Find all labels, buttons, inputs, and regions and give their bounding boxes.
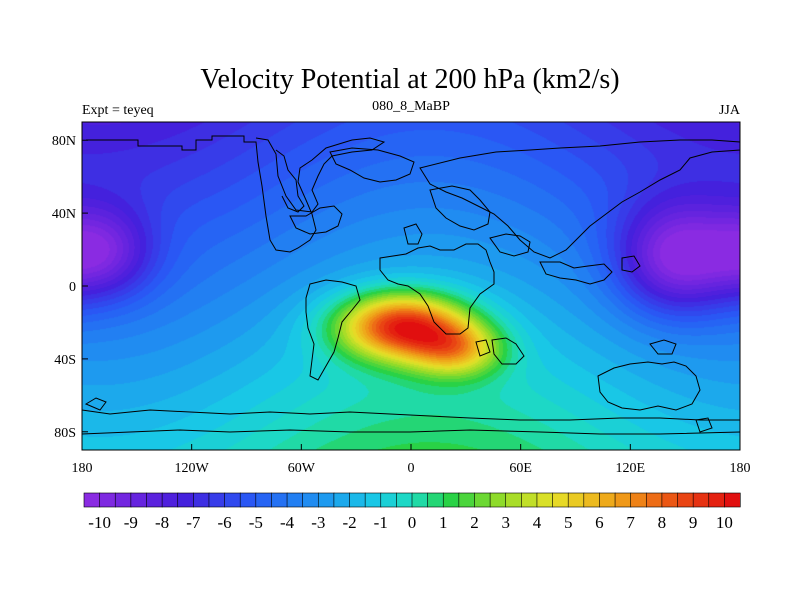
x-tick-label-0: 180 — [72, 461, 93, 476]
colorbar-swatch-2 — [114, 492, 132, 508]
colorbar-swatch-37 — [661, 492, 679, 508]
x-tick-label-2: 60W — [288, 461, 316, 476]
colorbar-swatch-32 — [583, 492, 601, 508]
colorbar: -10 -9 -8 -7 -6 -5 -4 -3 -2 -1 0 1 2 3 4 5 6 7 8 9 10 — [83, 492, 741, 532]
colorbar-swatch-11 — [255, 492, 273, 508]
colorbar-swatch-29 — [536, 492, 554, 508]
colorbar-label-2: -8 — [155, 513, 169, 532]
plot-area: 180 120W 60W 0 60E 120E 180 80N 40N 0 40S 80S — [52, 121, 751, 476]
colorbar-swatch-13 — [286, 492, 304, 508]
x-axis: 180 120W 60W 0 60E 120E 180 — [72, 444, 751, 476]
colorbar-swatch-38 — [677, 492, 694, 508]
colorbar-label-7: -3 — [311, 513, 325, 532]
colorbar-swatch-35 — [630, 492, 647, 508]
y-tick-label-4: 80S — [54, 426, 76, 441]
x-tick-label-6: 180 — [730, 461, 751, 476]
x-tick-label-1: 120W — [175, 461, 210, 476]
colorbar-swatch-36 — [645, 492, 663, 508]
colorbar-swatch-3 — [130, 492, 148, 508]
colorbar-swatch-5 — [161, 492, 179, 508]
colorbar-label-3: -7 — [186, 513, 201, 532]
colorbar-swatch-40 — [708, 492, 725, 508]
y-tick-label-3: 40S — [54, 353, 76, 368]
colorbar-swatch-28 — [521, 492, 538, 508]
colorbar-swatch-30 — [552, 492, 569, 508]
colorbar-swatch-12 — [271, 492, 288, 508]
x-tick-label-4: 60E — [509, 461, 532, 476]
subtitle-center: 080_8_MaBP — [372, 99, 450, 114]
colorbar-swatch-15 — [317, 492, 335, 508]
colorbar-swatch-14 — [302, 492, 319, 508]
colorbar-label-11: 1 — [439, 513, 448, 532]
y-tick-label-1: 40N — [52, 207, 76, 222]
colorbar-label-18: 8 — [658, 513, 667, 532]
colorbar-swatch-18 — [364, 492, 382, 508]
contour-field — [82, 122, 740, 450]
colorbar-swatch-19 — [380, 492, 397, 508]
colorbar-swatch-8 — [208, 492, 226, 508]
colorbar-swatch-41 — [724, 492, 741, 508]
y-axis: 80N 40N 0 40S 80S — [52, 134, 88, 441]
colorbar-label-8: -2 — [342, 513, 356, 532]
colorbar-swatch-7 — [193, 492, 210, 508]
colorbar-label-15: 5 — [564, 513, 573, 532]
colorbar-label-4: -6 — [217, 513, 231, 532]
colorbar-label-16: 6 — [595, 513, 604, 532]
colorbar-swatch-39 — [692, 492, 710, 508]
colorbar-swatch-1 — [99, 492, 116, 508]
colorbar-swatch-9 — [224, 492, 241, 508]
colorbar-label-13: 3 — [501, 513, 510, 532]
colorbar-label-20: 10 — [716, 513, 733, 532]
colorbar-swatch-22 — [427, 492, 444, 508]
colorbar-label-17: 7 — [626, 513, 635, 532]
chart-title: Velocity Potential at 200 hPa (km2/s) — [200, 64, 619, 95]
colorbar-swatch-33 — [599, 492, 616, 508]
colorbar-label-10: 0 — [408, 513, 417, 532]
colorbar-swatch-4 — [146, 492, 163, 508]
x-tick-label-3: 0 — [408, 461, 415, 476]
colorbar-label-19: 9 — [689, 513, 698, 532]
subtitle-left: Expt = teyeq — [82, 103, 154, 118]
x-tick-label-5: 120E — [616, 461, 646, 476]
colorbar-swatch-34 — [614, 492, 632, 508]
subtitle-right: JJA — [719, 103, 741, 118]
colorbar-swatch-21 — [411, 492, 429, 508]
colorbar-label-1: -9 — [124, 513, 138, 532]
colorbar-label-0: -10 — [88, 513, 111, 532]
colorbar-swatch-16 — [333, 492, 351, 508]
y-tick-label-0: 80N — [52, 134, 76, 149]
colorbar-swatch-27 — [505, 492, 522, 508]
colorbar-swatch-31 — [567, 492, 585, 508]
colorbar-label-14: 4 — [533, 513, 542, 532]
y-tick-label-2: 0 — [69, 280, 76, 295]
coastlines — [81, 135, 741, 435]
colorbar-swatch-25 — [474, 492, 491, 508]
colorbar-label-6: -4 — [280, 513, 295, 532]
colorbar-swatch-23 — [442, 492, 460, 508]
colorbar-swatch-26 — [489, 492, 507, 508]
colorbar-swatch-6 — [177, 492, 194, 508]
colorbar-swatch-17 — [349, 492, 366, 508]
colorbar-swatch-10 — [239, 492, 257, 508]
colorbar-swatch-24 — [458, 492, 476, 508]
colorbar-swatch-20 — [396, 492, 413, 508]
colorbar-label-5: -5 — [249, 513, 263, 532]
colorbar-swatch-0 — [83, 492, 101, 508]
colorbar-label-9: -1 — [374, 513, 388, 532]
colorbar-label-12: 2 — [470, 513, 479, 532]
